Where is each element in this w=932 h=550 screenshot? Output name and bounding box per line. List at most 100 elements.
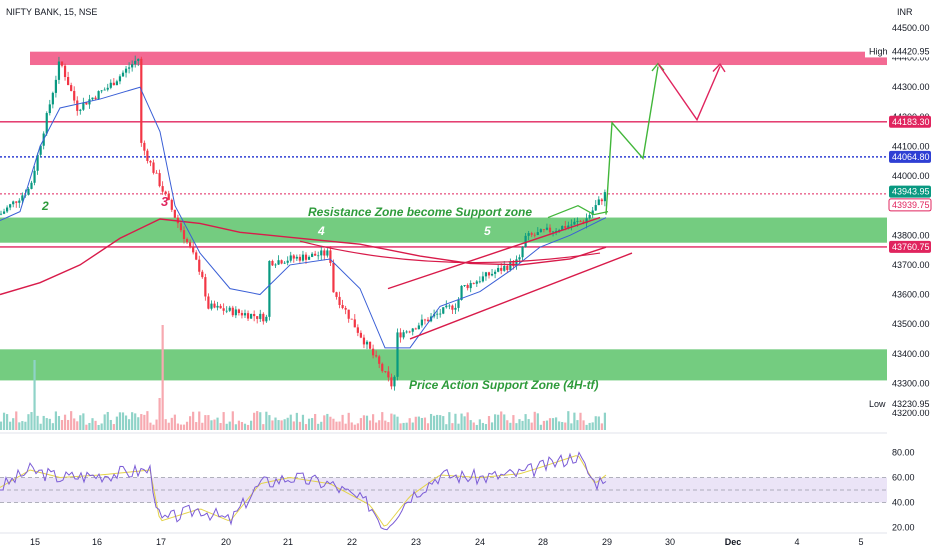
volume-bar <box>106 411 109 430</box>
resistance-support-zone[interactable] <box>0 217 887 243</box>
volume-bar <box>12 418 15 430</box>
candle <box>63 63 67 81</box>
candle <box>536 227 539 236</box>
volume-bar <box>94 420 97 430</box>
candle <box>207 293 210 310</box>
price-label-2[interactable]: 44064.80 <box>889 150 931 163</box>
x-tick-label: 30 <box>665 537 675 547</box>
candle <box>484 271 488 281</box>
candle <box>265 314 268 323</box>
candle <box>131 60 134 72</box>
rsi-ma-line[interactable] <box>0 455 607 527</box>
volume-bar <box>311 418 314 430</box>
volume-bar <box>439 415 442 430</box>
y-tick-label: 44400.00 <box>892 53 930 63</box>
candle <box>597 196 600 206</box>
volume-bar <box>246 424 250 430</box>
volume-bar <box>399 423 402 430</box>
curved-ma-line[interactable] <box>299 240 601 264</box>
candle <box>231 305 234 318</box>
annotation-4: 4 <box>317 224 325 238</box>
price-label-4[interactable]: 43939.75 <box>888 198 932 212</box>
volume-bar <box>18 422 21 430</box>
candle <box>204 273 207 301</box>
svg-text:43760.75: 43760.75 <box>892 242 930 252</box>
price-label-1[interactable]: 44183.30 <box>889 115 931 128</box>
volume-bar <box>368 420 372 430</box>
svg-text:44420.95: 44420.95 <box>892 46 930 56</box>
volume-bar <box>490 422 494 430</box>
volume-bar <box>109 419 112 430</box>
candle <box>503 261 506 272</box>
price-label-5[interactable]: 43760.75 <box>889 240 931 253</box>
volume-bar <box>222 412 225 430</box>
channel-upper-line[interactable] <box>387 216 601 290</box>
time-axis-panel[interactable] <box>0 533 887 550</box>
volume-bar <box>39 423 42 430</box>
candle <box>124 65 128 78</box>
volume-bar <box>317 423 320 430</box>
volume-bar <box>579 412 582 430</box>
y-tick-label: 43500.00 <box>892 319 930 329</box>
ema-red-line[interactable] <box>0 218 607 296</box>
y-tick-label: 44100.00 <box>892 141 930 151</box>
volume-bar <box>414 416 417 430</box>
rsi-line[interactable] <box>0 451 607 531</box>
volume-bar <box>362 415 366 430</box>
candle <box>384 371 387 374</box>
candle <box>182 226 186 244</box>
candle <box>277 255 280 266</box>
volume-bar <box>442 416 445 430</box>
volume-bar <box>518 419 521 430</box>
price-label-6[interactable]: 43230.95 Low <box>865 397 931 410</box>
candle <box>298 254 301 263</box>
candle <box>97 90 100 101</box>
candle <box>234 306 237 319</box>
candle <box>170 198 173 212</box>
candle <box>378 354 381 369</box>
volume-bar <box>445 424 448 430</box>
supply-zone[interactable] <box>30 51 887 66</box>
price-label-0[interactable]: 44420.95 High <box>865 45 931 58</box>
candle <box>585 213 588 229</box>
candle <box>128 62 131 74</box>
channel-lower-line[interactable] <box>409 252 633 340</box>
currency-label[interactable]: INR <box>897 7 913 17</box>
volume-bar <box>545 420 549 430</box>
candle <box>372 344 375 359</box>
volume-bar <box>591 422 594 430</box>
candle <box>27 187 30 196</box>
candle <box>487 271 491 279</box>
candle <box>109 79 112 90</box>
price-action-support-zone[interactable] <box>0 349 887 381</box>
candle <box>329 246 332 266</box>
volume-bar <box>195 422 198 430</box>
volume-bar <box>115 416 118 430</box>
volume-bar <box>451 423 454 430</box>
candle <box>603 189 606 207</box>
candle <box>442 307 445 315</box>
volume-bar <box>128 419 131 430</box>
y-tick-label: 43700.00 <box>892 260 930 270</box>
price-label-3[interactable]: 43943.95 <box>889 185 931 198</box>
volume-bar <box>121 412 125 430</box>
volume-bar <box>24 421 27 430</box>
candle <box>121 70 125 77</box>
y-tick-label: 43600.00 <box>892 290 930 300</box>
candle <box>405 330 408 334</box>
volume-bar <box>240 421 244 430</box>
volume-bar <box>45 418 48 430</box>
pattern-green-line[interactable] <box>547 205 609 219</box>
y-tick-label: 43200.00 <box>892 408 930 418</box>
x-tick-label: Dec <box>725 537 742 547</box>
volume-bar <box>448 412 451 430</box>
candle <box>70 82 73 92</box>
candle <box>161 181 164 195</box>
ema-blue-line[interactable] <box>0 86 607 349</box>
volume-bar <box>70 411 73 430</box>
projection-red-path[interactable] <box>657 63 721 122</box>
volume-bar <box>551 418 555 430</box>
projection-green-path[interactable] <box>605 66 659 215</box>
price-axis-panel[interactable] <box>887 0 932 550</box>
